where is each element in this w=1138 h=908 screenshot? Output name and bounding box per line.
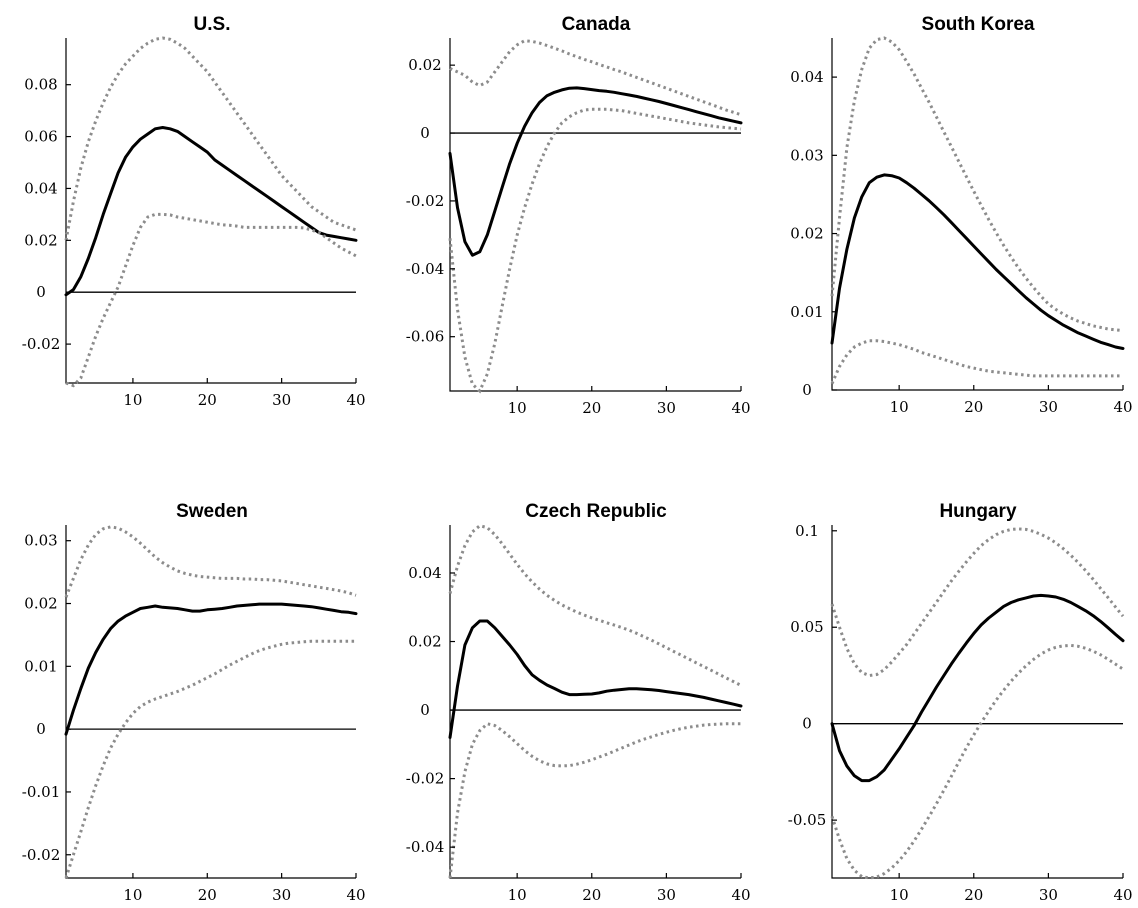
y-tick-label: 0.02 <box>408 56 441 74</box>
x-tick-label: 30 <box>657 399 676 417</box>
x-tick-label: 10 <box>123 391 142 409</box>
y-tick-label: -0.04 <box>406 838 444 856</box>
y-tick-label: 0.05 <box>790 618 823 636</box>
y-tick-label: 0.01 <box>790 303 823 321</box>
y-tick-label: -0.02 <box>406 192 444 210</box>
x-tick-label: 30 <box>1039 886 1058 904</box>
x-tick-label: 10 <box>508 399 527 417</box>
x-tick-label: 20 <box>964 398 983 416</box>
y-tick-label: 0.02 <box>790 225 823 243</box>
y-tick-label: -0.02 <box>406 770 444 788</box>
lower-band-line-u-s <box>65 212 357 388</box>
upper-band-line-south-korea <box>830 36 1124 333</box>
y-tick-label: 0 <box>802 381 812 399</box>
x-tick-label: 20 <box>198 886 217 904</box>
y-tick-label: 0 <box>36 283 46 301</box>
y-tick-label: 0.1 <box>795 522 819 540</box>
panel-axes-hungary <box>831 525 1123 879</box>
panel-title-south-korea: South Korea <box>922 14 1035 35</box>
x-tick-label: 10 <box>890 886 909 904</box>
y-tick-label: 0 <box>36 720 46 738</box>
panel-axes-south-korea <box>831 38 1123 391</box>
y-tick-label: -0.05 <box>788 811 826 829</box>
panel-title-sweden: Sweden <box>176 501 248 522</box>
y-tick-label: -0.01 <box>22 783 60 801</box>
y-tick-label: 0.06 <box>24 128 57 146</box>
y-tick-label: 0.03 <box>790 146 823 164</box>
y-tick-label: 0.02 <box>24 231 57 249</box>
x-tick-label: 10 <box>123 886 142 904</box>
lower-band-line-czech-republic <box>448 722 741 879</box>
y-tick-label: 0.02 <box>408 633 441 651</box>
panel-axes-czech-republic <box>449 525 741 879</box>
y-tick-label: 0.08 <box>24 76 57 94</box>
panel-us: U.S. 10 20 30 40 -0.02 0 0.02 0.04 0.06 0.08 <box>22 14 366 409</box>
x-tick-label: 40 <box>346 886 365 904</box>
panel-title-canada: Canada <box>562 14 631 35</box>
x-tick-label: 20 <box>964 886 983 904</box>
y-tick-label: -0.06 <box>406 328 444 346</box>
panel-axes-sweden <box>65 525 356 879</box>
x-tick-label: 40 <box>731 886 750 904</box>
y-tick-label: 0.02 <box>24 595 57 613</box>
y-tick-label: 0.01 <box>24 657 57 675</box>
y-tick-label: 0.04 <box>408 564 441 582</box>
y-tick-label: -0.02 <box>22 846 60 864</box>
x-tick-label: 20 <box>582 399 601 417</box>
y-tick-label: 0.04 <box>24 179 57 197</box>
panel-hungary: Hungary 10 20 30 40 -0.05 0 0.05 0.1 <box>788 501 1133 904</box>
x-tick-label: 40 <box>1113 886 1132 904</box>
y-tick-label: -0.02 <box>22 335 60 353</box>
x-tick-label: 10 <box>890 398 909 416</box>
panel-title-hungary: Hungary <box>939 501 1017 522</box>
x-tick-label: 30 <box>272 391 291 409</box>
x-tick-label: 40 <box>731 399 750 417</box>
x-tick-label: 10 <box>508 886 527 904</box>
x-tick-label: 40 <box>346 391 365 409</box>
upper-band-line-sweden <box>64 525 357 598</box>
panel-czech-republic: Czech Republic 10 20 30 40 -0.04 -0.02 0 0.02 0.… <box>406 501 751 904</box>
panel-title-us: U.S. <box>194 14 231 35</box>
x-tick-label: 30 <box>657 886 676 904</box>
y-tick-label: 0.04 <box>790 68 823 86</box>
upper-band-line-czech-republic <box>448 524 742 687</box>
x-tick-label: 20 <box>198 391 217 409</box>
y-tick-label: 0 <box>420 701 430 719</box>
y-tick-label: 0 <box>802 715 812 733</box>
panel-canada: Canada 10 20 30 40 -0.06 -0.04 -0.02 0 0.02 <box>406 14 751 417</box>
lower-band-line-hungary <box>830 643 1124 880</box>
median-line-u-s <box>64 126 358 297</box>
y-tick-label: -0.04 <box>406 260 444 278</box>
upper-band-line-canada <box>449 39 742 117</box>
x-tick-label: 20 <box>582 886 601 904</box>
median-line-south-korea <box>830 173 1125 350</box>
median-line-sweden <box>64 602 358 736</box>
lower-band-line-sweden <box>64 639 356 879</box>
upper-band-line-u-s <box>64 36 357 241</box>
lower-band-line-south-korea <box>830 339 1123 385</box>
x-tick-label: 40 <box>1113 398 1132 416</box>
y-tick-label: 0.03 <box>24 532 57 550</box>
lower-band-line-canada <box>448 107 742 394</box>
x-tick-label: 30 <box>1039 398 1058 416</box>
median-line-czech-republic <box>448 619 743 739</box>
panel-south-korea: South Korea 10 20 30 40 0 0.01 0.02 0.03 0.04 <box>790 14 1132 416</box>
y-tick-label: 0 <box>420 124 430 142</box>
median-line-canada <box>448 86 743 257</box>
median-line-hungary <box>830 593 1125 783</box>
upper-band-line-hungary <box>830 527 1125 678</box>
x-tick-label: 30 <box>272 886 291 904</box>
panel-sweden: Sweden 10 20 30 40 -0.02 -0.01 0 0.01 0.02 0.03 <box>22 501 366 904</box>
panel-title-czech-republic: Czech Republic <box>525 501 667 522</box>
